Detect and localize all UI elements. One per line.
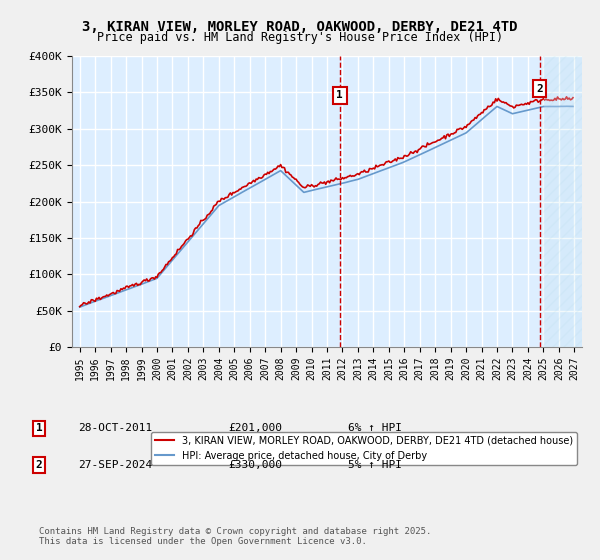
3, KIRAN VIEW, MORLEY ROAD, OAKWOOD, DERBY, DE21 4TD (detached house) [163,261,170,268]
Bar [544,56,582,347]
HPI: Average price, detached house, City of Derby: (2e+03, 5.5e+04): Average price, detached house, City of D… [76,304,83,310]
Text: £330,000: £330,000 [228,460,282,470]
3, KIRAN VIEW, MORLEY ROAD, OAKWOOD, DERBY, DE21 4TD (detached house) [366,165,373,172]
Text: Contains HM Land Registry data © Crown copyright and database right 2025.
This d: Contains HM Land Registry data © Crown c… [39,526,431,546]
Text: 27-SEP-2024: 27-SEP-2024 [78,460,152,470]
Text: 6% ↑ HPI: 6% ↑ HPI [348,423,402,433]
HPI: Average price, detached house, City of Derby: (2e+03, 1.09e+05): Average price, detached house, City of D… [163,264,170,271]
Text: Price paid vs. HM Land Registry's House Price Index (HPI): Price paid vs. HM Land Registry's House … [97,31,503,44]
Text: 2: 2 [536,84,543,94]
Text: 3, KIRAN VIEW, MORLEY ROAD, OAKWOOD, DERBY, DE21 4TD: 3, KIRAN VIEW, MORLEY ROAD, OAKWOOD, DER… [82,20,518,34]
Text: 2: 2 [35,460,43,470]
3, KIRAN VIEW, MORLEY ROAD, OAKWOOD, DERBY, DE21 4TD (detached house) [76,304,83,310]
HPI: Average price, detached house, City of Derby: (2e+03, 6.18e+04): Average price, detached house, City of D… [89,299,96,306]
Text: 1: 1 [337,90,343,100]
Text: 1: 1 [35,423,43,433]
Text: 5% ↑ HPI: 5% ↑ HPI [348,460,402,470]
3, KIRAN VIEW, MORLEY ROAD, OAKWOOD, DERBY, DE21 4TD (detached house) [494,95,502,102]
Legend: 3, KIRAN VIEW, MORLEY ROAD, OAKWOOD, DERBY, DE21 4TD (detached house), HPI: Aver: 3, KIRAN VIEW, MORLEY ROAD, OAKWOOD, DER… [151,432,577,465]
HPI: Average price, detached house, City of Derby: (2.01e+03, 2.31e+05): Average price, detached house, City of D… [356,175,363,182]
HPI: Average price, detached house, City of Derby: (2.01e+03, 2.26e+05): Average price, detached house, City of D… [340,180,347,186]
3, KIRAN VIEW, MORLEY ROAD, OAKWOOD, DERBY, DE21 4TD (detached house) [89,296,96,303]
Line: 3, KIRAN VIEW, MORLEY ROAD, OAKWOOD, DERBY, DE21 4TD (detached house): 3, KIRAN VIEW, MORLEY ROAD, OAKWOOD, DER… [80,99,544,307]
3, KIRAN VIEW, MORLEY ROAD, OAKWOOD, DERBY, DE21 4TD (detached house) [483,105,490,112]
3, KIRAN VIEW, MORLEY ROAD, OAKWOOD, DERBY, DE21 4TD (detached house) [340,175,347,182]
HPI: Average price, detached house, City of Derby: (2.02e+03, 3.31e+05): Average price, detached house, City of D… [540,103,547,110]
HPI: Average price, detached house, City of Derby: (2.02e+03, 3.19e+05): Average price, detached house, City of D… [483,112,490,119]
Bar [544,56,582,347]
HPI: Average price, detached house, City of Derby: (2.02e+03, 3.31e+05): Average price, detached house, City of D… [493,103,500,110]
3, KIRAN VIEW, MORLEY ROAD, OAKWOOD, DERBY, DE21 4TD (detached house) [356,171,363,178]
Text: £201,000: £201,000 [228,423,282,433]
Line: HPI: Average price, detached house, City of Derby: HPI: Average price, detached house, City… [80,106,544,307]
3, KIRAN VIEW, MORLEY ROAD, OAKWOOD, DERBY, DE21 4TD (detached house) [540,96,547,102]
Text: 28-OCT-2011: 28-OCT-2011 [78,423,152,433]
HPI: Average price, detached house, City of Derby: (2.01e+03, 2.37e+05): Average price, detached house, City of D… [366,172,373,179]
